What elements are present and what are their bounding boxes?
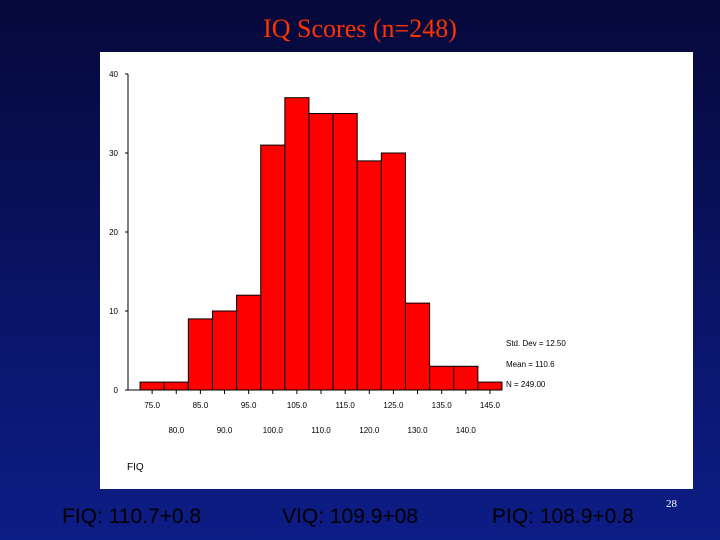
histogram-bar [236,294,262,391]
histogram-bar [260,144,286,391]
x-tick-label: 95.0 [241,401,257,410]
histogram-bar [308,113,334,391]
x-tick-label: 80.0 [168,426,184,435]
piq-stat: PIQ: 108.9+0.8 [492,505,634,528]
x-tick-label: 140.0 [456,426,477,435]
x-tick-label: 75.0 [144,401,160,410]
x-tick-label: 100.0 [263,426,284,435]
histogram-bar [356,160,382,391]
viq-stat: VIQ: 109.9+08 [282,505,419,528]
histogram-panel: 0 10 20 30 40 75.0 85.0 95.0 105.0 115.0 125.0 135.… [100,52,693,489]
x-tick-label: 125.0 [383,401,404,410]
slide-title: IQ Scores (n=248) [263,14,457,43]
slide-number: 28 [666,498,677,510]
x-tick-label: 110.0 [311,426,331,435]
histogram-bar [139,381,165,391]
histogram-bar [477,381,503,391]
y-tick-label: 0 [114,386,119,395]
fiq-stat: FIQ: 110.7+0.8 [62,505,202,528]
histogram-bar [332,113,358,391]
histogram-bar [429,365,455,391]
histogram-bar [404,302,431,391]
histogram-bar [380,152,406,391]
histogram-bar [163,381,189,391]
histogram-bar [187,318,213,391]
x-tick-label: 90.0 [217,426,233,435]
x-tick-label: 130.0 [408,426,429,435]
x-tick-label: 120.0 [359,426,380,435]
stat-label: N = 249.00 [506,380,546,389]
x-tick-label: 135.0 [432,401,453,410]
y-tick-label: 10 [109,307,118,316]
stat-label: Mean = 110.6 [506,360,555,369]
x-tick-label: 85.0 [193,401,209,410]
x-axis-label: FIQ [127,462,144,473]
histogram-bar [453,365,479,391]
y-tick-label: 40 [109,70,118,79]
x-tick-label: 115.0 [335,401,355,410]
x-tick-label: 145.0 [480,401,501,410]
histogram-bar [284,97,310,391]
y-tick-label: 20 [109,228,118,237]
y-tick-label: 30 [109,149,118,158]
stat-label: Std. Dev = 12.50 [506,339,566,348]
histogram-bar [211,310,238,391]
x-tick-label: 105.0 [287,401,308,410]
histogram-chart: 0 10 20 30 40 75.0 85.0 95.0 105.0 115.0 125.0 135.… [109,70,566,473]
